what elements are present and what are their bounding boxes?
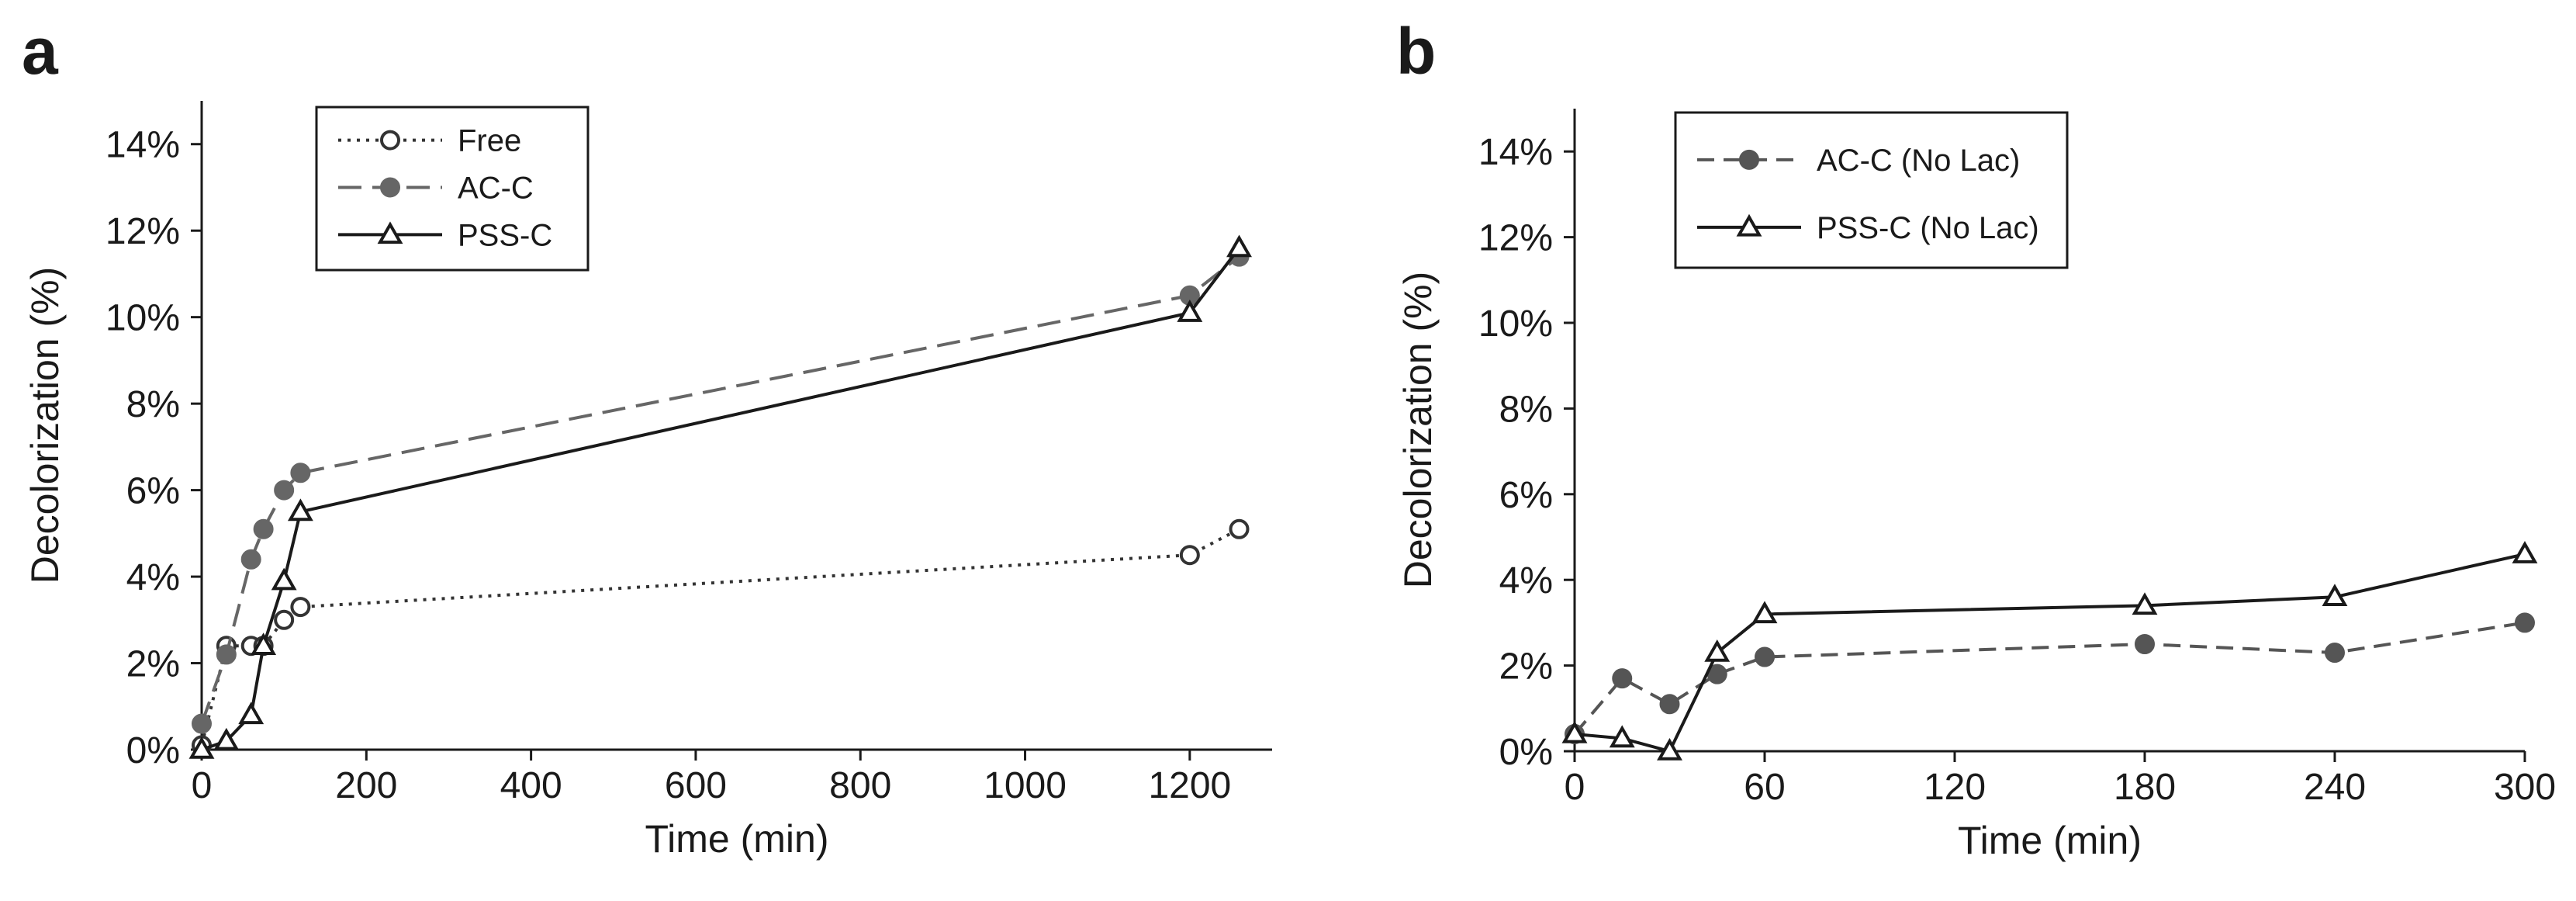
data-point (2325, 643, 2345, 664)
x-tick-label: 60 (1744, 767, 1785, 808)
data-point (1657, 737, 1682, 761)
data-point (188, 736, 215, 759)
chart-panel-a: 0% 2% 4% 6% 8% 10% 12% 14% 0 200 400 600 800 1000 1200… (23, 101, 1272, 861)
legend-box (1674, 111, 2069, 269)
x-tick-label: 800 (829, 765, 891, 806)
y-tick-label: 10% (1478, 303, 1553, 345)
data-point (1179, 545, 1200, 566)
x-tick-label: 0 (192, 765, 213, 806)
data-point (2512, 541, 2538, 563)
data-point (1561, 720, 1588, 743)
data-point (1751, 601, 1778, 624)
data-point (253, 518, 274, 539)
y-tick-label: 12% (105, 211, 180, 252)
y-tick-label: 14% (105, 125, 180, 166)
legend-marker (1739, 149, 1759, 170)
y-tick-label: 0% (1499, 732, 1553, 773)
data-point (2132, 592, 2158, 615)
y-axis-label: Decolorization (%) (1396, 272, 1440, 588)
x-axis-label: Time (min) (645, 817, 828, 861)
data-point (1612, 668, 1633, 689)
data-point (271, 567, 297, 591)
x-tick-label: 200 (335, 765, 397, 806)
data-point (1177, 300, 1203, 322)
y-tick-label: 4% (1499, 560, 1553, 601)
series-line-ac-c (200, 255, 1240, 725)
x-tick-label: 600 (665, 765, 727, 806)
y-tick-label: 6% (126, 471, 180, 512)
x-tick-label: 1000 (984, 765, 1067, 806)
y-tick-label: 8% (1499, 389, 1553, 430)
y-tick-label: 2% (126, 644, 180, 685)
data-point (2135, 634, 2155, 654)
x-tick-label: 400 (500, 765, 562, 806)
legend-label: PSS-C (No Lac) (1817, 211, 2039, 245)
data-point (192, 713, 212, 734)
y-axis-label: Decolorization (%) (23, 267, 67, 584)
chart-panel-b: 0% 2% 4% 6% 8% 10% 12% 14% 0 60 120 180 240 300 Time (… (1396, 109, 2556, 862)
y-tick-label: 6% (1499, 475, 1553, 516)
panel-b-letter: b (1396, 15, 1436, 88)
x-tick-label: 240 (2304, 767, 2366, 808)
y-tick-label: 10% (105, 298, 180, 339)
y-tick-label: 0% (126, 730, 180, 771)
legend-label: AC-C (458, 171, 534, 205)
legend-label: AC-C (No Lac) (1817, 144, 2020, 178)
data-point (213, 727, 240, 750)
legend-marker (380, 177, 400, 198)
legend-label: PSS-C (458, 218, 552, 252)
data-point (274, 480, 295, 501)
data-point (2322, 584, 2348, 607)
data-point (251, 632, 277, 655)
y-tick-label: 14% (1478, 132, 1553, 173)
legend-marker (380, 130, 400, 151)
series-line-free (200, 527, 1240, 746)
y-tick-label: 2% (1499, 646, 1553, 688)
x-tick-label: 300 (2494, 767, 2556, 808)
x-axis-label: Time (min) (1958, 819, 2142, 862)
data-point (238, 702, 265, 725)
legend-box (315, 106, 590, 272)
data-point (287, 498, 313, 522)
x-tick-label: 1200 (1148, 765, 1231, 806)
data-point (216, 644, 237, 665)
series-line-pss-c (201, 247, 1241, 751)
data-point (1659, 694, 1680, 715)
data-point (240, 549, 261, 570)
data-point (290, 463, 311, 483)
legend-marker (377, 221, 403, 244)
y-tick-label: 4% (126, 557, 180, 598)
x-tick-label: 180 (2114, 767, 2176, 808)
data-point (290, 597, 311, 618)
legend-label: Free (458, 124, 521, 158)
y-tick-label: 12% (1478, 218, 1553, 259)
data-point (1609, 725, 1635, 748)
data-point (1229, 518, 1250, 539)
data-point (1226, 234, 1252, 258)
data-point (274, 609, 295, 630)
data-point (1704, 639, 1731, 662)
data-point (2515, 612, 2535, 633)
x-tick-label: 120 (1924, 767, 1986, 808)
y-tick-label: 8% (126, 384, 180, 425)
data-point (1755, 646, 1775, 667)
legend-marker (1736, 213, 1762, 237)
x-tick-label: 0 (1565, 767, 1585, 808)
panel-a-letter: a (22, 15, 59, 88)
